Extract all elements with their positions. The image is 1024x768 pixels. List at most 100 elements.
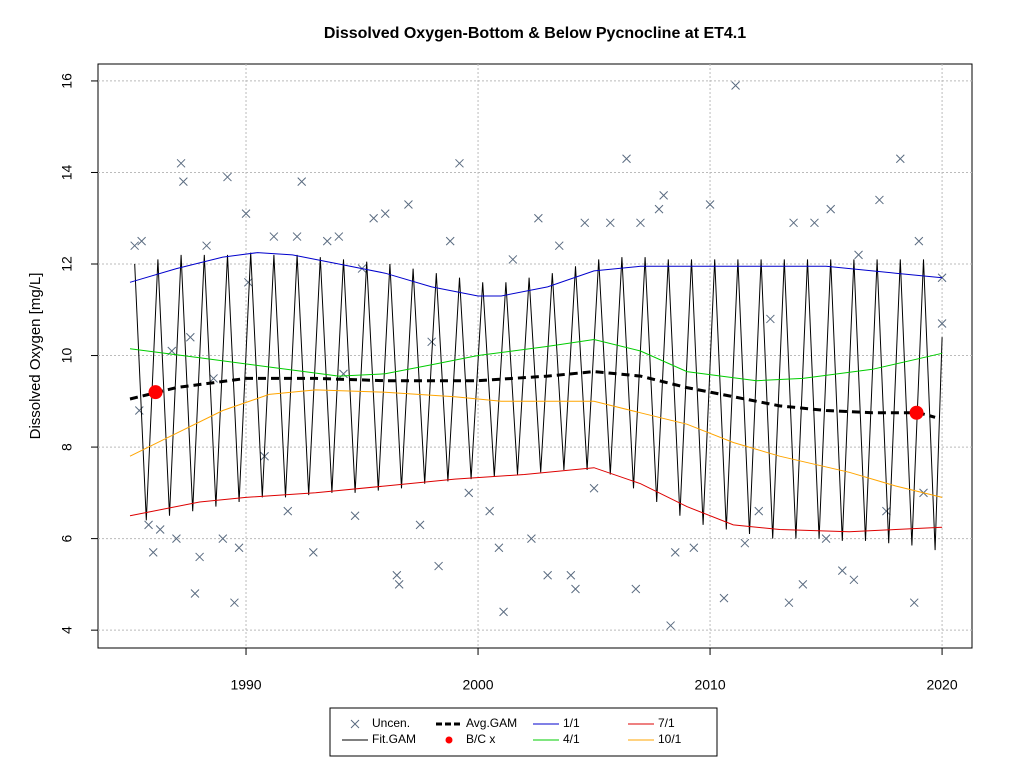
x-tick-label: 1990 xyxy=(230,677,261,693)
data-point xyxy=(875,195,884,205)
data-point xyxy=(464,488,474,498)
y-tick-label: 14 xyxy=(59,164,75,180)
legend-label: B/C x xyxy=(466,732,495,746)
data-point xyxy=(766,314,775,324)
data-point xyxy=(731,81,740,90)
data-point xyxy=(605,218,615,228)
data-point xyxy=(155,525,165,534)
data-point xyxy=(527,534,536,543)
data-point xyxy=(654,204,664,214)
data-point xyxy=(798,580,808,589)
legend-box xyxy=(329,707,718,757)
data-point xyxy=(392,570,402,580)
data-point xyxy=(223,172,232,182)
data-point xyxy=(837,566,847,576)
data-point xyxy=(849,575,859,585)
data-point xyxy=(543,570,552,580)
data-point xyxy=(209,374,218,383)
data-point xyxy=(230,598,239,608)
data-point xyxy=(297,177,307,186)
data-point xyxy=(334,232,344,241)
data-point xyxy=(179,177,188,186)
legend-symbol xyxy=(445,736,453,744)
data-point xyxy=(404,200,413,209)
data-point xyxy=(705,200,715,209)
data-point xyxy=(622,154,631,164)
data-point xyxy=(719,593,729,603)
bc-point xyxy=(148,385,163,400)
data-point xyxy=(172,534,181,543)
data-point xyxy=(740,538,750,548)
data-point xyxy=(292,232,302,241)
data-point xyxy=(394,580,404,589)
data-point xyxy=(909,598,919,608)
data-point xyxy=(494,543,504,553)
data-point xyxy=(195,552,204,562)
data-point xyxy=(283,506,293,516)
data-point xyxy=(566,570,576,580)
data-point xyxy=(130,241,140,251)
data-point xyxy=(810,218,819,228)
data-point xyxy=(666,621,675,630)
data-point xyxy=(434,561,443,571)
data-point xyxy=(659,191,669,200)
data-point xyxy=(826,204,836,214)
legend-label: 4/1 xyxy=(563,732,580,746)
data-point xyxy=(427,337,436,347)
data-point xyxy=(631,584,641,594)
legend-label: Avg.GAM xyxy=(466,716,517,730)
y-tick-label: 6 xyxy=(59,535,75,543)
data-point xyxy=(821,534,831,543)
y-tick-label: 10 xyxy=(59,348,75,364)
line xyxy=(129,389,943,498)
data-point xyxy=(241,209,251,219)
line xyxy=(134,252,943,551)
data-point xyxy=(144,520,153,530)
data-point xyxy=(218,534,228,543)
y-tick-label: 12 xyxy=(59,256,75,272)
bc-point xyxy=(909,405,924,420)
data-point xyxy=(589,483,599,493)
data-point xyxy=(689,543,699,553)
data-point xyxy=(571,584,580,594)
x-tick-label: 2020 xyxy=(926,677,957,693)
data-point xyxy=(485,506,494,516)
y-tick-label: 16 xyxy=(59,73,75,89)
data-point xyxy=(176,158,186,168)
y-tick-label: 4 xyxy=(59,626,75,634)
line xyxy=(129,252,943,297)
data-point xyxy=(202,241,211,251)
data-point xyxy=(455,158,464,168)
chart-title: Dissolved Oxygen-Bottom & Below Pycnocli… xyxy=(324,25,746,42)
data-point xyxy=(499,607,508,617)
x-tick-label: 2000 xyxy=(462,677,493,693)
data-point xyxy=(508,255,518,264)
data-point xyxy=(350,511,360,521)
legend-label: Uncen. xyxy=(372,716,410,730)
y-axis-label: Dissolved Oxygen [mg/L] xyxy=(27,273,44,440)
data-point xyxy=(670,547,680,557)
data-point xyxy=(789,218,798,228)
data-point xyxy=(754,506,764,516)
data-point xyxy=(369,213,378,223)
data-point xyxy=(580,218,590,228)
data-point xyxy=(895,154,905,164)
legend-label: 7/1 xyxy=(658,716,675,730)
data-point xyxy=(445,236,455,246)
data-point xyxy=(914,236,924,246)
legend-label: Fit.GAM xyxy=(372,732,416,746)
legend-label: 10/1 xyxy=(658,732,682,746)
data-point xyxy=(243,277,253,287)
data-point xyxy=(784,598,794,608)
x-tick-label: 2010 xyxy=(694,677,725,693)
legend-label: 1/1 xyxy=(563,716,580,730)
data-point xyxy=(269,232,279,241)
data-point xyxy=(185,332,195,342)
data-point xyxy=(937,319,947,328)
data-point xyxy=(322,236,332,246)
data-point xyxy=(380,209,390,219)
data-point xyxy=(134,406,144,415)
data-point xyxy=(415,520,425,530)
data-point xyxy=(534,213,543,223)
data-point xyxy=(882,506,891,516)
